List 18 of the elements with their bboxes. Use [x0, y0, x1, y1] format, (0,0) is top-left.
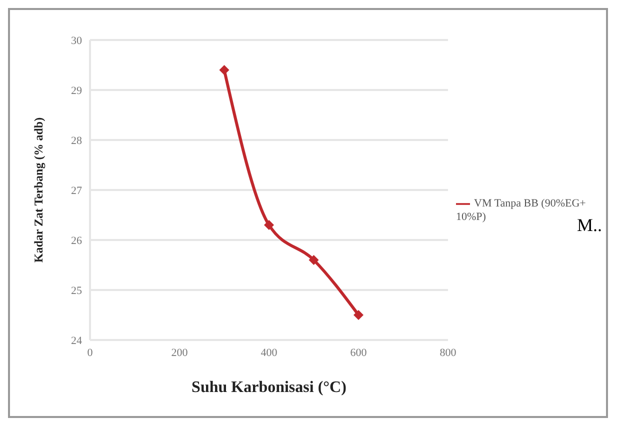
y-tick-label: 27: [71, 184, 82, 197]
y-axis-title: Kadar Zat Terbang (% adb): [31, 117, 46, 263]
y-tick-label: 28: [71, 134, 82, 147]
y-tick-label: 30: [71, 34, 82, 47]
x-tick-label: 600: [350, 346, 368, 359]
y-tick-label: 24: [71, 334, 82, 347]
y-tick-label: 29: [71, 84, 82, 97]
y-tick-label: 25: [71, 284, 82, 297]
x-tick-label: 0: [87, 346, 94, 359]
x-tick-label: 400: [260, 346, 278, 359]
x-axis-title: Suhu Karbonisasi (°C): [192, 379, 346, 396]
point: [219, 65, 230, 75]
y-tick-label: 26: [71, 234, 82, 247]
x-tick-label: 800: [440, 346, 457, 359]
point: [354, 310, 364, 320]
x-tick-label: 200: [171, 346, 188, 359]
point: [264, 220, 274, 230]
point: [308, 255, 319, 265]
